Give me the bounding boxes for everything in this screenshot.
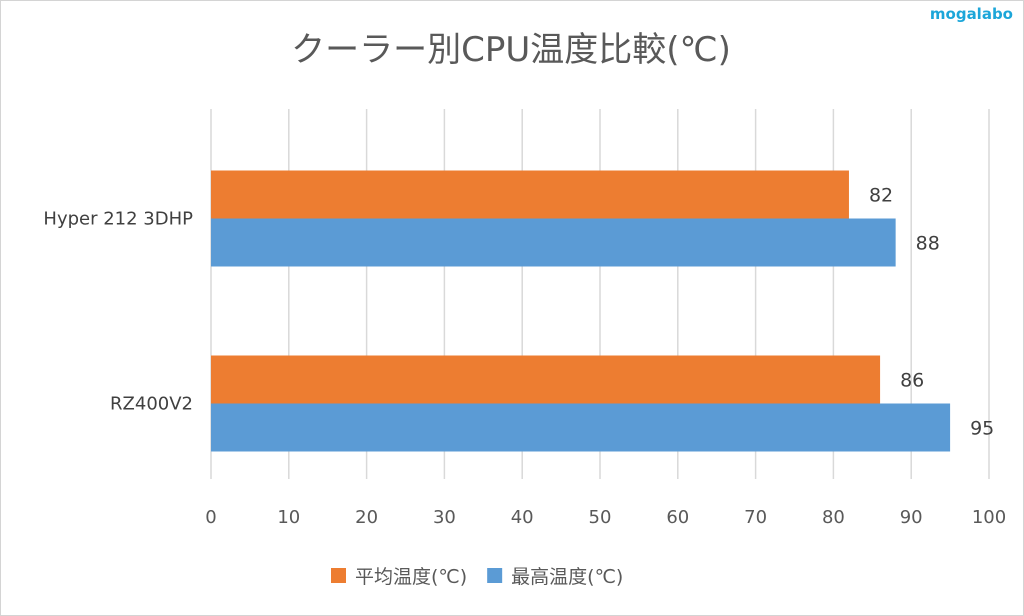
category-label: RZ400V2 — [110, 394, 193, 415]
x-tick-label: 20 — [355, 507, 378, 528]
x-tick-label: 0 — [205, 507, 216, 528]
data-label: 88 — [916, 233, 940, 255]
x-tick-label: 90 — [900, 507, 923, 528]
legend-swatch — [331, 568, 346, 583]
category-label: Hyper 212 3DHP — [43, 209, 193, 230]
data-label: 82 — [869, 185, 893, 207]
legend-swatch — [487, 568, 503, 583]
x-tick-label: 100 — [972, 507, 1006, 528]
bar — [211, 403, 951, 452]
x-tick-label: 10 — [277, 507, 300, 528]
bar — [211, 355, 881, 404]
bar — [211, 218, 896, 267]
x-tick-label: 70 — [744, 507, 767, 528]
data-label: 86 — [900, 370, 924, 392]
x-tick-label: 30 — [433, 507, 456, 528]
x-tick-label: 50 — [589, 507, 612, 528]
x-tick-label: 40 — [511, 507, 534, 528]
legend-label: 平均温度(℃) — [355, 566, 467, 588]
chart-title: クーラー別CPU温度比較(℃) — [291, 30, 731, 70]
data-label: 95 — [970, 418, 994, 440]
x-tick-label: 60 — [666, 507, 689, 528]
x-tick-label: 80 — [822, 507, 845, 528]
legend-label: 最高温度(℃) — [511, 566, 623, 588]
bar — [211, 170, 849, 219]
watermark: mogalabo — [930, 5, 1013, 23]
